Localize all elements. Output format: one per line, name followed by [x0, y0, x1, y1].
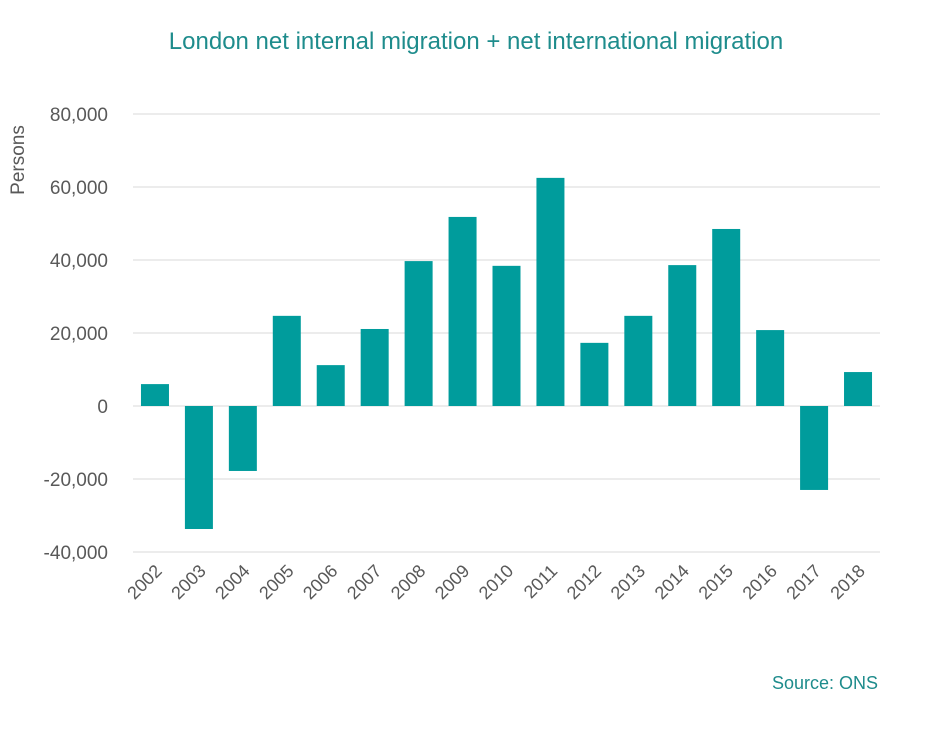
- x-tick-label: 2013: [607, 561, 649, 603]
- bar-2015: [712, 228, 741, 406]
- source-note: Source: ONS: [772, 673, 878, 693]
- y-tick-label: 80,000: [50, 105, 108, 126]
- y-tick-label: 20,000: [50, 324, 108, 345]
- bar-2006: [316, 365, 345, 406]
- x-tick-label: 2007: [343, 561, 385, 603]
- bar-2017: [800, 406, 829, 490]
- bar-2007: [360, 328, 389, 406]
- x-tick-label: 2017: [782, 561, 824, 603]
- bar-2005: [272, 315, 301, 406]
- x-tick-label: 2018: [826, 561, 868, 603]
- y-axis-label: Persons: [8, 125, 29, 195]
- chart-title: London net internal migration + net inte…: [169, 28, 783, 55]
- y-tick-label: -20,000: [44, 470, 108, 491]
- x-tick-label: 2002: [123, 561, 165, 603]
- x-tick-label: 2004: [211, 561, 253, 603]
- x-tick-label: 2012: [563, 561, 605, 603]
- bar-2016: [756, 330, 785, 406]
- y-tick-label: 40,000: [50, 251, 108, 272]
- x-tick-label: 2006: [299, 561, 341, 603]
- bar-2004: [228, 406, 257, 471]
- bar-2012: [580, 342, 609, 406]
- y-tick-label: 60,000: [50, 178, 108, 199]
- bar-2014: [668, 265, 697, 406]
- bar-2002: [140, 384, 169, 406]
- y-tick-label: -40,000: [44, 543, 108, 564]
- x-tick-label: 2016: [739, 561, 781, 603]
- x-tick-label: 2008: [387, 561, 429, 603]
- bar-2011: [536, 177, 565, 406]
- bar-2013: [624, 315, 653, 406]
- y-tick-label: 0: [97, 397, 108, 418]
- bar-2008: [404, 261, 433, 406]
- bar-2018: [844, 372, 873, 406]
- x-tick-label: 2005: [255, 561, 297, 603]
- x-tick-label: 2009: [431, 561, 473, 603]
- x-tick-label: 2015: [695, 561, 737, 603]
- x-tick-label: 2010: [475, 561, 517, 603]
- x-tick-label: 2003: [167, 561, 209, 603]
- x-tick-label: 2014: [651, 561, 693, 603]
- x-tick-label: 2011: [520, 561, 562, 603]
- bar-2009: [448, 216, 477, 406]
- bar-2010: [492, 265, 521, 406]
- bar-2003: [184, 406, 213, 530]
